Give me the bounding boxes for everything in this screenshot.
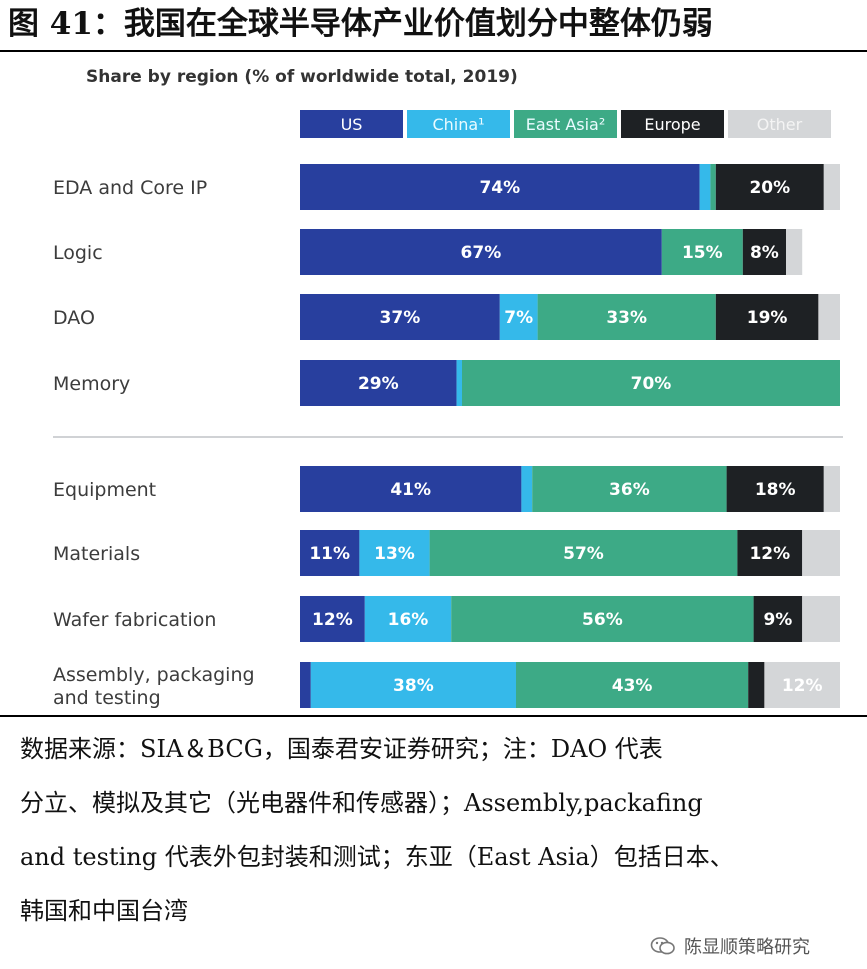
category-label-equipment: Equipment [53, 479, 156, 501]
source-note-line: and testing 代表外包封装和测试；东亚（East Asia）包括日本、 [20, 843, 734, 871]
bar-memory-china [456, 360, 462, 406]
legend-label-china: China¹ [432, 115, 484, 134]
bar-equipment-europe [726, 466, 824, 512]
data-label-memory-us: 29% [358, 374, 399, 394]
category-label-materials: Materials [53, 543, 140, 565]
data-label-materials-us: 11% [309, 544, 350, 564]
bar-dao-china [499, 294, 538, 340]
bar-dao-us [300, 294, 500, 340]
data-label-eda-and-core-ip-europe: 20% [749, 178, 790, 198]
data-label-dao-east-asia: 33% [606, 308, 647, 328]
chart-title: Share by region (% of worldwide total, 2… [86, 67, 518, 87]
data-label-equipment-europe: 18% [755, 480, 796, 500]
bar-logic-europe [742, 229, 786, 275]
bar-materials-east-asia [429, 530, 738, 576]
data-label-assembly-packaging-and-testing-other: 12% [782, 676, 823, 696]
data-label-assembly-packaging-and-testing-china: 38% [393, 676, 434, 696]
bar-eda-and-core-ip-other [823, 164, 840, 210]
data-label-wafer-fabrication-east-asia: 56% [582, 610, 623, 630]
bar-logic-east-asia [661, 229, 743, 275]
source-note-line: 数据来源：SIA＆BCG，国泰君安证券研究；注：DAO 代表 [20, 735, 663, 763]
data-label-materials-china: 13% [374, 544, 415, 564]
bar-equipment-us [300, 466, 522, 512]
bar-logic-us [300, 229, 662, 275]
legend: US China¹ East Asia² Europe Other [300, 110, 831, 138]
legend-swatch-europe [621, 110, 724, 138]
data-label-equipment-us: 41% [390, 480, 431, 500]
figure-title: 图 41：我国在全球半导体产业价值划分中整体仍弱 [8, 6, 713, 42]
data-label-materials-east-asia: 57% [563, 544, 604, 564]
bar-dao-europe [715, 294, 819, 340]
legend-swatch-other [728, 110, 831, 138]
data-label-equipment-east-asia: 36% [609, 480, 650, 500]
legend-swatch-east-asia [514, 110, 617, 138]
source-note-line: 韩国和中国台湾 [20, 897, 188, 925]
legend-label-east-asia: East Asia² [526, 115, 606, 134]
bar-wafer-fabrication-europe [753, 596, 803, 642]
category-label-dao: DAO [53, 307, 95, 329]
bar-equipment-other [823, 466, 840, 512]
bar-assembly-packaging-and-testing-europe [748, 662, 765, 708]
bar-eda-and-core-ip-east-asia [710, 164, 716, 210]
bar-wafer-fabrication-east-asia [451, 596, 754, 642]
category-label-eda-and-core-ip: EDA and Core IP [53, 177, 207, 199]
bar-wafer-fabrication-china [364, 596, 452, 642]
bar-assembly-packaging-and-testing-east-asia [516, 662, 749, 708]
data-label-materials-europe: 12% [749, 544, 790, 564]
data-label-dao-us: 37% [380, 308, 421, 328]
legend-swatch-us [300, 110, 403, 138]
data-label-memory-east-asia: 70% [631, 374, 672, 394]
bar-materials-europe [737, 530, 803, 576]
category-label-memory: Memory [53, 373, 130, 395]
wechat-icon [650, 937, 675, 955]
bottom-rule [0, 715, 867, 717]
bar-memory-us [300, 360, 457, 406]
data-label-eda-and-core-ip-us: 74% [479, 178, 520, 198]
watermark-text: 陈显顺策略研究 [684, 937, 810, 958]
category-label-wafer-fabrication: Wafer fabrication [53, 609, 216, 631]
category-labels: EDA and Core IP Logic DAO Memory Equipment Ma… [53, 177, 255, 709]
bar-eda-and-core-ip-us [300, 164, 700, 210]
bar-materials-us [300, 530, 360, 576]
bar-materials-other [802, 530, 840, 576]
bar-eda-and-core-ip-europe [715, 164, 824, 210]
legend-label-europe: Europe [644, 115, 700, 134]
data-label-wafer-fabrication-europe: 9% [763, 610, 792, 630]
bar-logic-other [786, 229, 803, 275]
bar-wafer-fabrication-other [802, 596, 840, 642]
bar-dao-east-asia [537, 294, 716, 340]
watermark: 陈显顺策略研究 [650, 928, 810, 964]
legend-label-other: Other [757, 115, 803, 134]
bar-assembly-packaging-and-testing-other [764, 662, 840, 708]
bar-wafer-fabrication-us [300, 596, 365, 642]
bar-equipment-east-asia [532, 466, 727, 512]
source-note: 数据来源：SIA＆BCG，国泰君安证券研究；注：DAO 代表 分立、模拟及其它（… [20, 722, 862, 938]
category-label-logic: Logic [53, 242, 103, 264]
bar-equipment-china [521, 466, 533, 512]
source-note-line: 分立、模拟及其它（光电器件和传感器）；Assembly,packafing [20, 789, 703, 817]
bar-assembly-packaging-and-testing-us [300, 662, 311, 708]
bars: 74% 20% 67% 15% 8% 37% 7% 33% 19% 29% 70% 41% 36% 18%… [300, 164, 840, 708]
top-rule [0, 50, 867, 52]
data-label-logic-us: 67% [461, 243, 502, 263]
bar-dao-other [818, 294, 840, 340]
data-label-wafer-fabrication-us: 12% [312, 610, 353, 630]
data-label-dao-europe: 19% [747, 308, 788, 328]
data-label-wafer-fabrication-china: 16% [388, 610, 429, 630]
stacked-bar-chart: Share by region (% of worldwide total, 2… [53, 67, 843, 709]
bar-materials-china [359, 530, 430, 576]
category-label-assembly-packaging-and-testing: Assembly, packaging and testing [53, 664, 255, 709]
data-label-assembly-packaging-and-testing-east-asia: 43% [612, 676, 653, 696]
data-label-logic-europe: 8% [750, 243, 779, 263]
legend-swatch-china [407, 110, 510, 138]
chart-panel: Share by region (% of worldwide total, 2… [38, 53, 843, 713]
legend-label-us: US [341, 115, 363, 134]
bar-assembly-packaging-and-testing-china [310, 662, 516, 708]
data-label-dao-china: 7% [504, 308, 533, 328]
data-label-logic-east-asia: 15% [682, 243, 723, 263]
bar-eda-and-core-ip-china [699, 164, 711, 210]
bar-memory-east-asia [462, 360, 840, 406]
